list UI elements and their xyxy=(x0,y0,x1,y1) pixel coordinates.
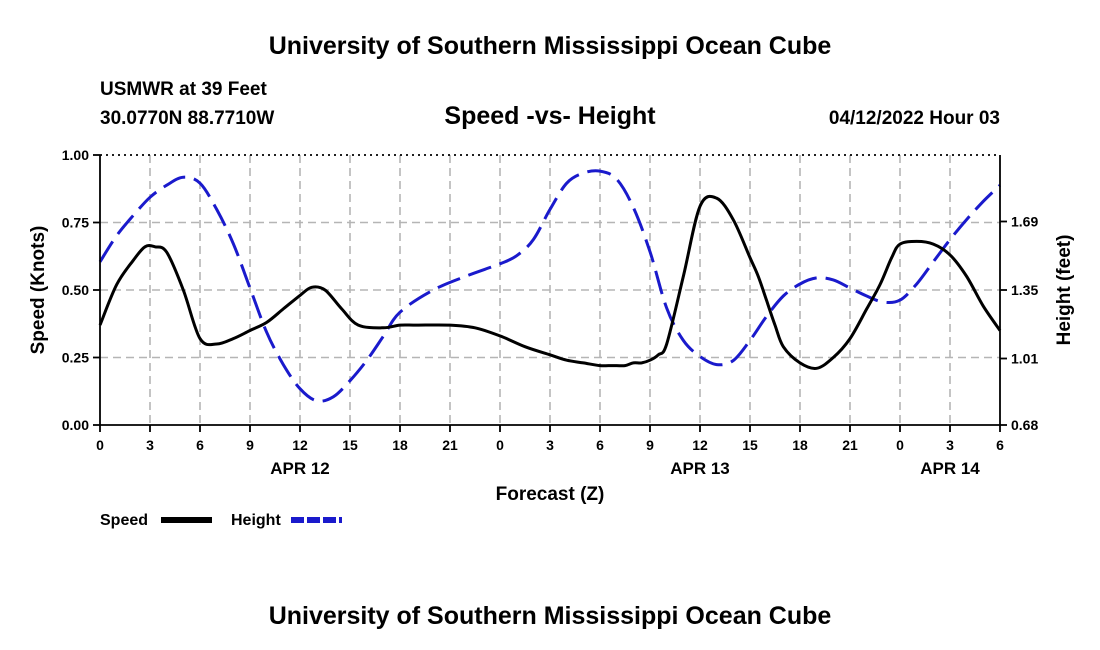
x-tick-label: 6 xyxy=(996,437,1004,453)
axis-ticks: 0 3 6 9 12 15 18 21 0 3 6 9 12 15 18 21 0 3 6 0.00 0.25 0.50 0… xyxy=(62,147,1039,478)
x-tick-label: 9 xyxy=(246,437,254,453)
footer-title: University of Southern Mississippi Ocean… xyxy=(269,602,832,630)
x-tick-label: 18 xyxy=(792,437,808,453)
x-tick-label: 0 xyxy=(896,437,904,453)
y-tick-label: 0.75 xyxy=(62,215,89,231)
date-label: APR 12 xyxy=(270,459,330,478)
x-tick-label: 0 xyxy=(96,437,104,453)
x-tick-label: 3 xyxy=(946,437,954,453)
x-tick-label: 9 xyxy=(646,437,654,453)
x-tick-label: 3 xyxy=(546,437,554,453)
y2-tick-label: 1.35 xyxy=(1011,282,1038,298)
series-layer xyxy=(98,169,1002,403)
legend-label-speed: Speed xyxy=(100,512,148,529)
y-axis-label: Speed (Knots) xyxy=(28,226,49,355)
x-tick-label: 15 xyxy=(742,437,758,453)
grid-lines xyxy=(100,155,1000,425)
series-line-speed xyxy=(98,194,1002,370)
x-tick-label: 0 xyxy=(496,437,504,453)
y2-tick-label: 0.68 xyxy=(1011,417,1038,433)
x-tick-label: 6 xyxy=(196,437,204,453)
series-line-height xyxy=(98,169,1002,403)
x-tick-label: 6 xyxy=(596,437,604,453)
x-tick-label: 12 xyxy=(292,437,308,453)
y2-tick-label: 1.01 xyxy=(1011,351,1038,367)
x-tick-label: 21 xyxy=(442,437,458,453)
chart-title: Speed -vs- Height xyxy=(444,102,656,130)
y-tick-label: 0.50 xyxy=(62,282,89,298)
y2-axis-label: Height (feet) xyxy=(1054,235,1075,346)
legend: Speed Height xyxy=(100,512,342,529)
date-label: APR 14 xyxy=(920,459,980,478)
y-tick-label: 1.00 xyxy=(62,147,89,163)
station-label: USMWR at 39 Feet xyxy=(100,79,267,100)
x-axis-label: Forecast (Z) xyxy=(496,484,605,505)
x-tick-label: 21 xyxy=(842,437,858,453)
forecast-datetime: 04/12/2022 Hour 03 xyxy=(829,108,1000,129)
page-title: University of Southern Mississippi Ocean… xyxy=(269,32,832,60)
date-label: APR 13 xyxy=(670,459,730,478)
y-tick-label: 0.25 xyxy=(62,350,89,366)
legend-label-height: Height xyxy=(231,512,281,529)
y2-tick-label: 1.69 xyxy=(1011,213,1038,229)
y-tick-label: 0.00 xyxy=(62,417,89,433)
x-tick-label: 12 xyxy=(692,437,708,453)
x-tick-label: 15 xyxy=(342,437,358,453)
x-tick-label: 18 xyxy=(392,437,408,453)
station-coordinates: 30.0770N 88.7710W xyxy=(100,108,274,129)
x-tick-label: 3 xyxy=(146,437,154,453)
